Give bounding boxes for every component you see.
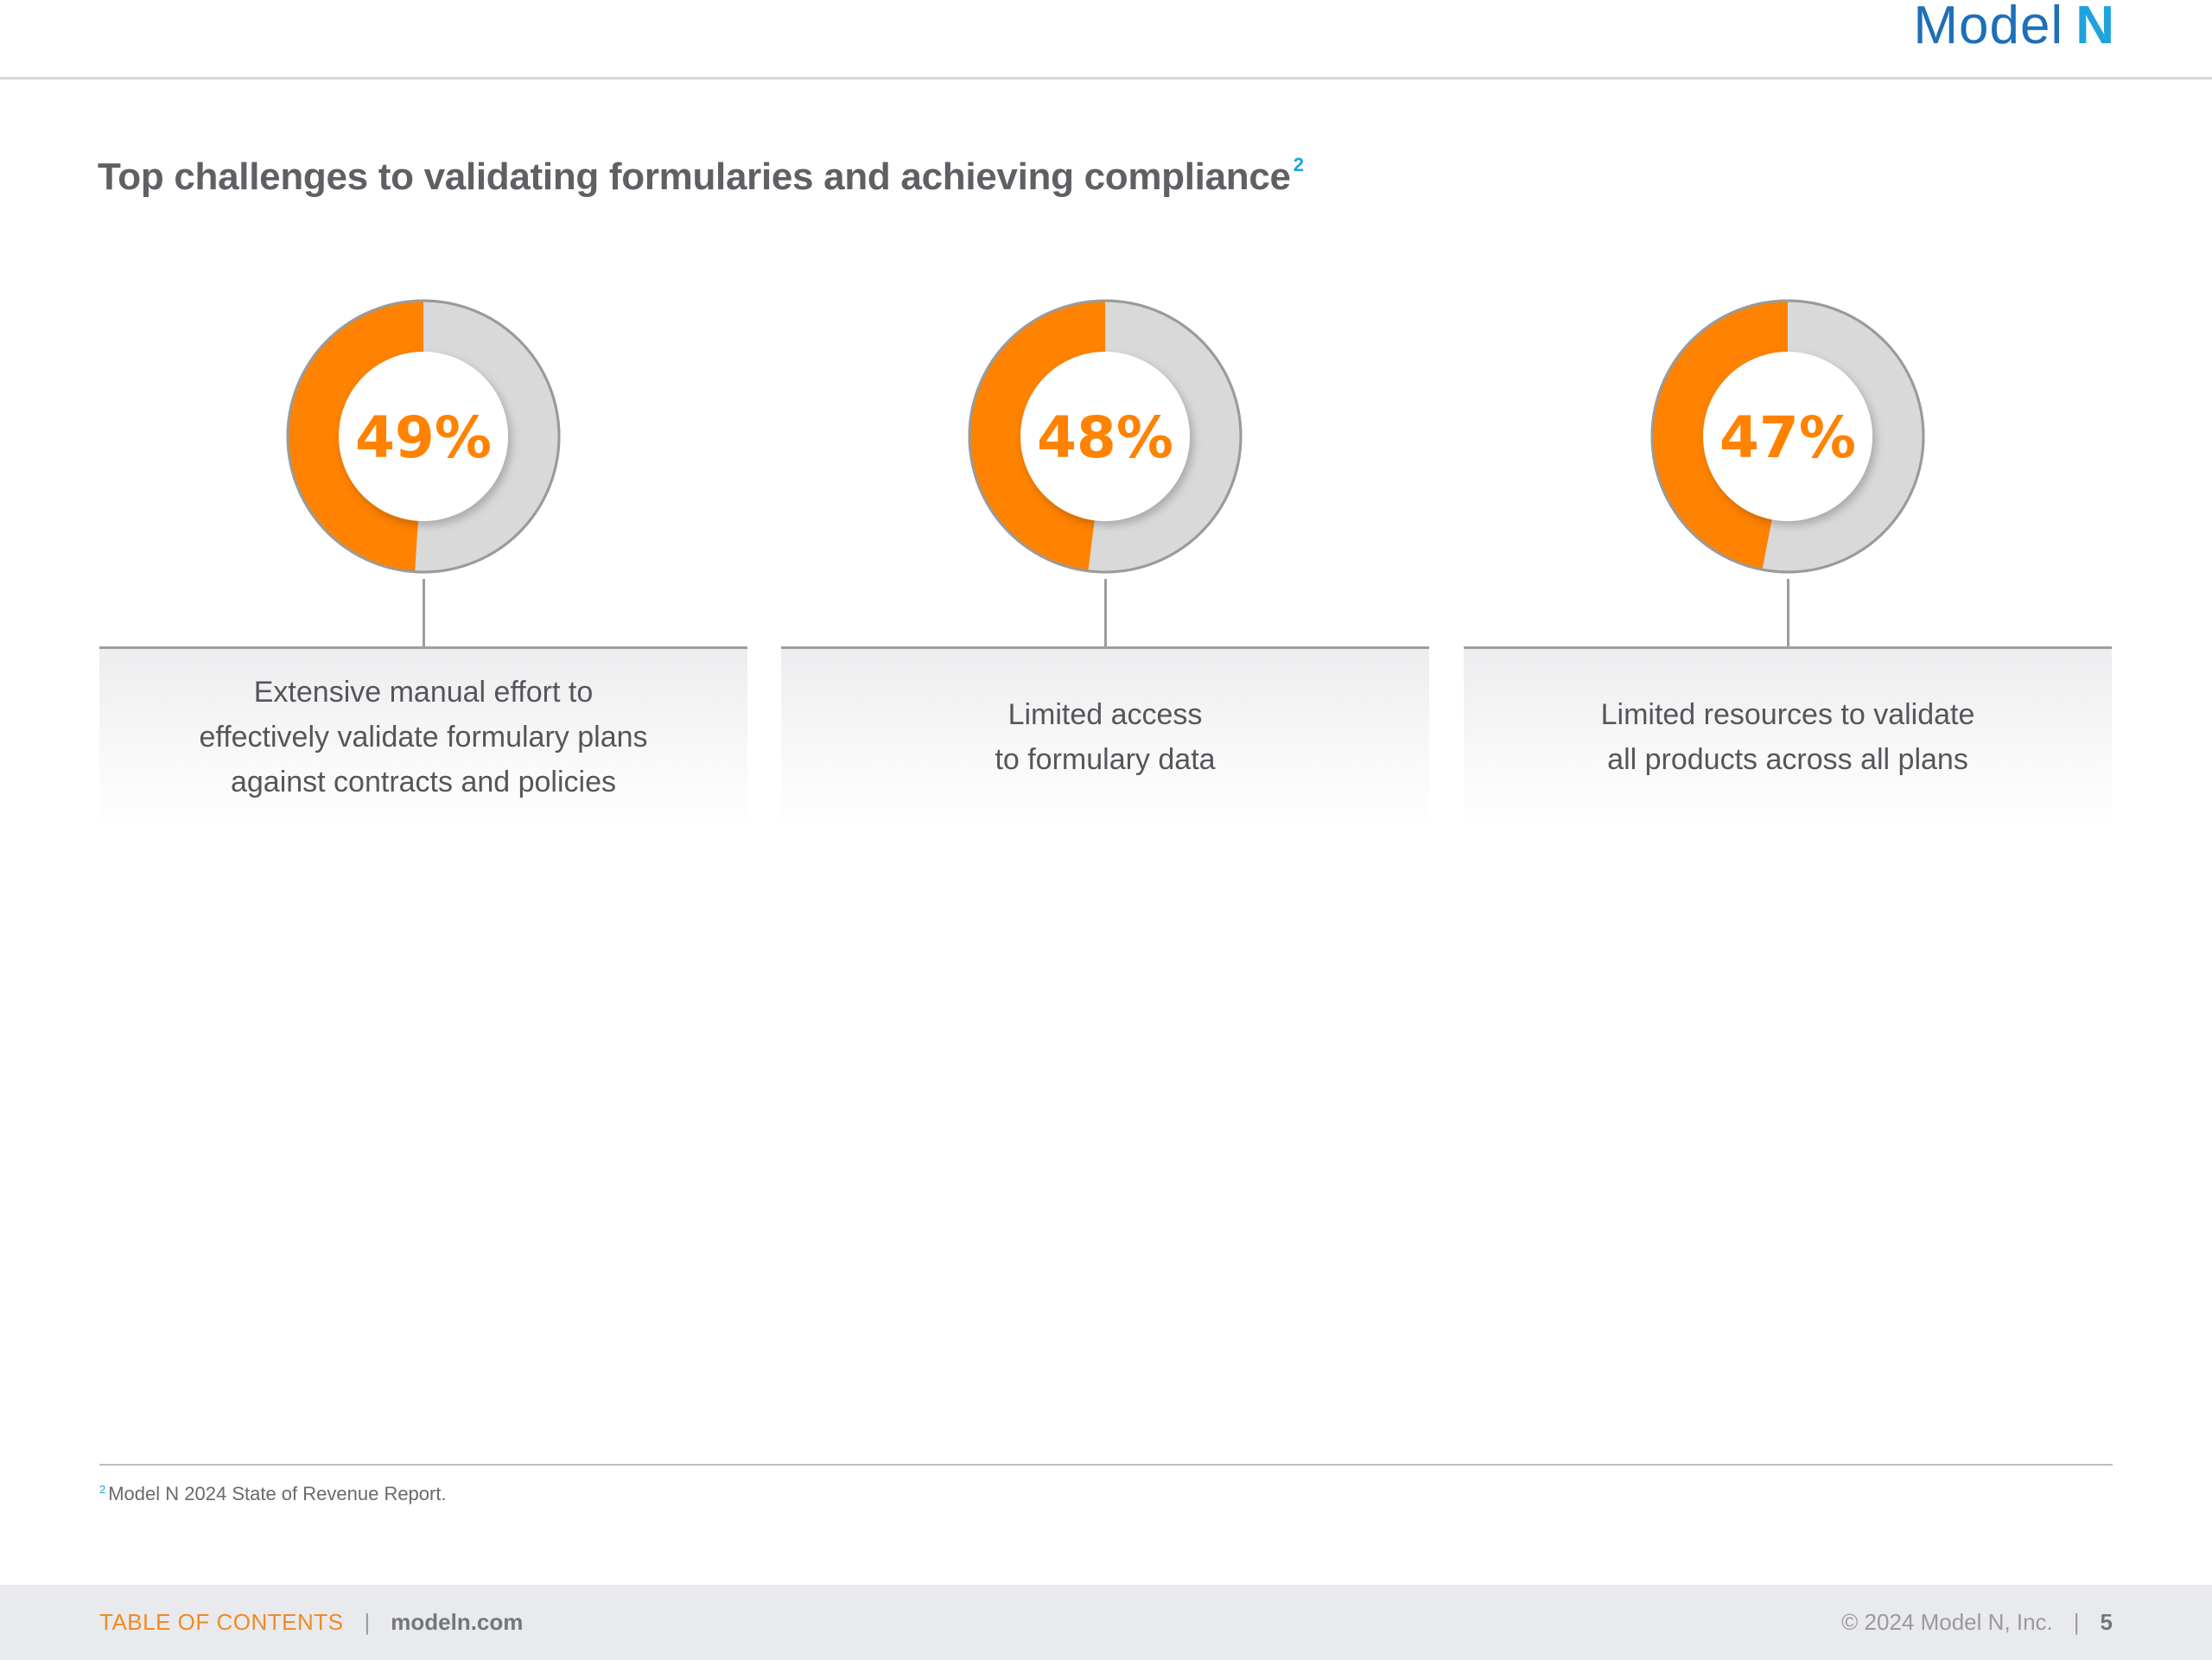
footer-right: © 2024 Model N, Inc. | 5	[1841, 1609, 2113, 1636]
stat-card-2: 48% Limited access to formulary data	[781, 294, 1429, 830]
table-of-contents-link[interactable]: TABLE OF CONTENTS	[99, 1609, 344, 1635]
donut-chart-3: 47%	[1645, 294, 1930, 579]
card-caption: Limited access to formulary data	[995, 698, 1216, 776]
footnote-divider	[99, 1464, 2113, 1466]
card-caption: Limited resources to validate all produc…	[1600, 698, 1975, 776]
footnote-ref: 2	[99, 1483, 106, 1496]
caption-box: Limited access to formulary data	[781, 646, 1429, 830]
page-title-text: Top challenges to validating formularies…	[98, 156, 1291, 198]
connector-line	[1786, 579, 1789, 648]
donut-outline	[968, 299, 1243, 574]
donut-outline	[286, 299, 561, 574]
connector-line	[1103, 579, 1107, 648]
copyright: © 2024 Model N, Inc.	[1841, 1609, 2053, 1635]
connector-line	[422, 579, 425, 648]
card-caption: Extensive manual effort to effectively v…	[199, 676, 648, 798]
footnote: 2 Model N 2024 State of Revenue Report.	[99, 1483, 447, 1505]
donut-hole	[1020, 352, 1190, 521]
donut-chart-2: 48%	[963, 294, 1248, 579]
footer-separator: |	[364, 1609, 371, 1635]
footnote-text: Model N 2024 State of Revenue Report.	[108, 1483, 447, 1504]
footer: TABLE OF CONTENTS | modeln.com © 2024 Mode…	[0, 1585, 2212, 1660]
footer-left: TABLE OF CONTENTS | modeln.com	[99, 1609, 523, 1636]
page-number: 5	[2100, 1609, 2113, 1635]
donut-hole	[1703, 352, 1872, 521]
donut-hole	[339, 352, 508, 521]
top-bar: Model N	[0, 0, 2212, 80]
caption-box: Extensive manual effort to effectively v…	[99, 646, 747, 830]
stat-card-3: 47% Limited resources to validate all pr…	[1464, 294, 2112, 830]
stat-card-1: 49% Extensive manual effort to effective…	[99, 294, 747, 830]
logo-mark: N	[2075, 0, 2115, 55]
caption-box: Limited resources to validate all produc…	[1464, 646, 2112, 830]
donut-value-label: 47%	[1719, 404, 1856, 471]
title-footnote-ref[interactable]: 2	[1293, 154, 1304, 175]
model-n-logo[interactable]: Model N	[1913, 0, 2115, 56]
page-title: Top challenges to validating formularies…	[98, 154, 1304, 199]
donut-chart-1: 49%	[281, 294, 566, 579]
footer-separator: |	[2073, 1609, 2080, 1635]
logo-text: Model	[1913, 0, 2064, 55]
website-link[interactable]: modeln.com	[391, 1609, 524, 1635]
donut-value-label: 49%	[355, 404, 492, 471]
donut-value-label: 48%	[1037, 404, 1173, 471]
donut-outline	[1650, 299, 1925, 574]
